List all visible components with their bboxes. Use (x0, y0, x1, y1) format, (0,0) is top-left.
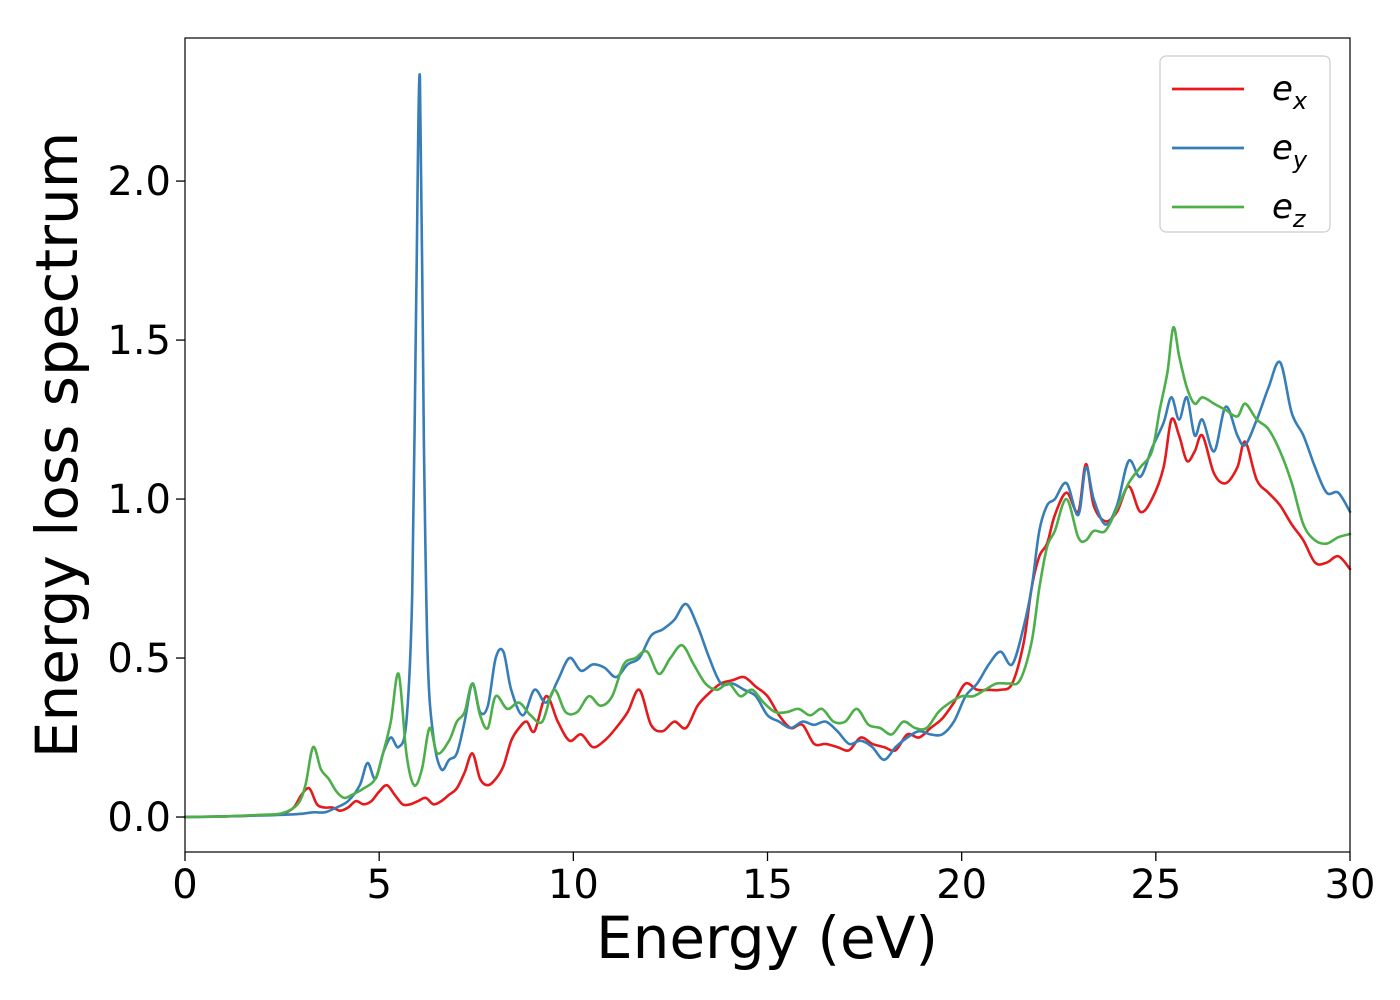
x-tick-label: 25 (1130, 862, 1181, 908)
x-tick-label: 10 (548, 862, 599, 908)
x-axis: 0 5 10 15 20 25 30 (172, 852, 1375, 908)
legend-label-y: ey (1272, 128, 1308, 174)
y-tick-label: 2.0 (107, 159, 171, 205)
legend: ex ey ez (1159, 55, 1331, 233)
x-tick-label: 15 (742, 862, 793, 908)
x-tick-label: 0 (172, 862, 197, 908)
x-tick-label: 5 (366, 862, 391, 908)
x-tick-label: 30 (1325, 862, 1376, 908)
legend-box (1159, 55, 1331, 233)
y-tick-label: 1.5 (107, 318, 171, 364)
y-tick-label: 0.5 (107, 636, 171, 682)
y-tick-label: 0.0 (107, 795, 171, 841)
x-tick-label: 20 (936, 862, 987, 908)
x-axis-title: Energy (eV) (596, 904, 938, 972)
series-line-z (183, 326, 1352, 819)
y-axis: 0.0 0.5 1.0 1.5 2.0 (107, 159, 185, 841)
series-layer (183, 73, 1352, 819)
y-tick-label: 1.0 (107, 477, 171, 523)
series-line-x (183, 417, 1352, 819)
legend-label-x: ex (1272, 69, 1308, 115)
y-axis-title: Energy loss spectrum (23, 132, 91, 758)
legend-label-z: ez (1272, 187, 1307, 233)
